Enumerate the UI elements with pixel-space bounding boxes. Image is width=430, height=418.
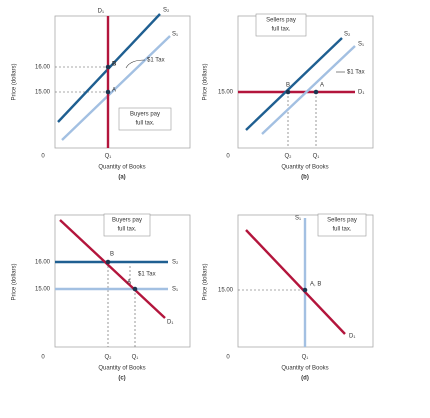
- origin-label: 0: [41, 154, 45, 160]
- quantity-label: Q₁: [132, 355, 139, 361]
- curve-label: S₁: [172, 32, 178, 38]
- note-box: [103, 213, 151, 237]
- note-line: Buyers pay: [112, 218, 142, 224]
- price-label: 15.00: [35, 90, 51, 96]
- supply-curve: [61, 35, 171, 141]
- quantity-label: Q₁: [313, 154, 320, 160]
- curve-label: D₁: [167, 320, 173, 326]
- point: [132, 286, 138, 292]
- price-label: 15.00: [218, 288, 234, 294]
- quantity-label: Q₂: [285, 154, 293, 160]
- quantity-label: Q₁: [302, 355, 309, 361]
- demand-curve: [245, 229, 346, 335]
- point-label: A, B: [310, 282, 321, 288]
- x-axis-label: Quantity of Books: [281, 165, 328, 171]
- point-label: B: [286, 83, 290, 89]
- supply-curve: [245, 37, 343, 131]
- note-line: Sellers pay: [327, 218, 357, 224]
- point: [285, 89, 291, 95]
- price-label: 15.00: [35, 287, 51, 293]
- point: [105, 259, 111, 265]
- point: [313, 89, 319, 95]
- origin-label: 0: [41, 355, 45, 361]
- point-label: A: [127, 280, 131, 286]
- note-line: Buyers pay: [130, 112, 160, 118]
- panel-label: (b): [301, 175, 309, 181]
- quantity-label: Q₂: [105, 355, 113, 361]
- price-label: 16.00: [35, 260, 51, 266]
- x-axis-label: Quantity of Books: [98, 366, 145, 372]
- panel-c: D₁ S₂ S₁ B A $1 Tax 16.00 15.00 Buyers p…: [12, 213, 191, 382]
- y-axis-label: Price (dollars): [203, 263, 209, 300]
- point: [302, 287, 308, 293]
- curve-label: D₁: [349, 334, 355, 340]
- price-label: 15.00: [218, 90, 234, 96]
- tax-arrow: [125, 59, 146, 69]
- note-box: [118, 107, 172, 131]
- tax-label: $1 Tax: [147, 58, 165, 64]
- tax-label: $1 Tax: [347, 70, 365, 76]
- note-line: full tax.: [332, 227, 351, 233]
- note-box: [255, 13, 307, 37]
- panel-label: (c): [118, 376, 125, 382]
- demand-curve: [59, 219, 166, 319]
- supply-curve: [261, 45, 356, 135]
- point-label: B: [112, 62, 117, 68]
- note-line: full tax.: [271, 27, 290, 33]
- tax-label: $1 Tax: [138, 272, 156, 278]
- point-label: B: [110, 252, 114, 258]
- note-box: [317, 213, 367, 237]
- y-axis-label: Price (dollars): [12, 263, 18, 300]
- curve-label: D₁: [98, 9, 104, 15]
- curve-label: S₂: [163, 8, 170, 14]
- note-line: full tax.: [117, 227, 136, 233]
- point-label: A: [320, 83, 324, 89]
- quantity-label: Q₁: [105, 154, 112, 160]
- panel-a: D₁ S₂ S₁ B A $1 Tax 16.00 15.00 Buyers p…: [12, 8, 191, 181]
- panel-label: (a): [118, 175, 125, 181]
- origin-label: 0: [226, 355, 230, 361]
- curve-label: S₁: [172, 287, 178, 293]
- axes-box: [54, 15, 191, 149]
- curve-label: S₁: [358, 42, 364, 48]
- note-line: Sellers pay: [266, 18, 296, 24]
- y-axis-label: Price (dollars): [203, 63, 209, 100]
- point: [105, 89, 111, 95]
- curve-label: S₂: [344, 32, 351, 38]
- curve-label: S₁: [295, 216, 301, 222]
- note-line: full tax.: [135, 121, 154, 127]
- y-axis-label: Price (dollars): [12, 63, 18, 100]
- point: [105, 64, 111, 70]
- origin-label: 0: [226, 154, 230, 160]
- panel-d: D₁ S₁ A, B 15.00 Sellers pay full tax. 0…: [203, 213, 374, 382]
- panel-b: D₁ S₂ S₁ B A $1 Tax 15.00 Sellers pay fu…: [203, 13, 374, 181]
- x-axis-label: Quantity of Books: [98, 165, 145, 171]
- curve-label: D₁: [358, 90, 364, 96]
- x-axis-label: Quantity of Books: [281, 366, 328, 372]
- panel-label: (d): [301, 376, 309, 382]
- curve-label: S₂: [172, 260, 179, 266]
- point-label: A: [112, 88, 116, 94]
- price-label: 16.00: [35, 65, 51, 71]
